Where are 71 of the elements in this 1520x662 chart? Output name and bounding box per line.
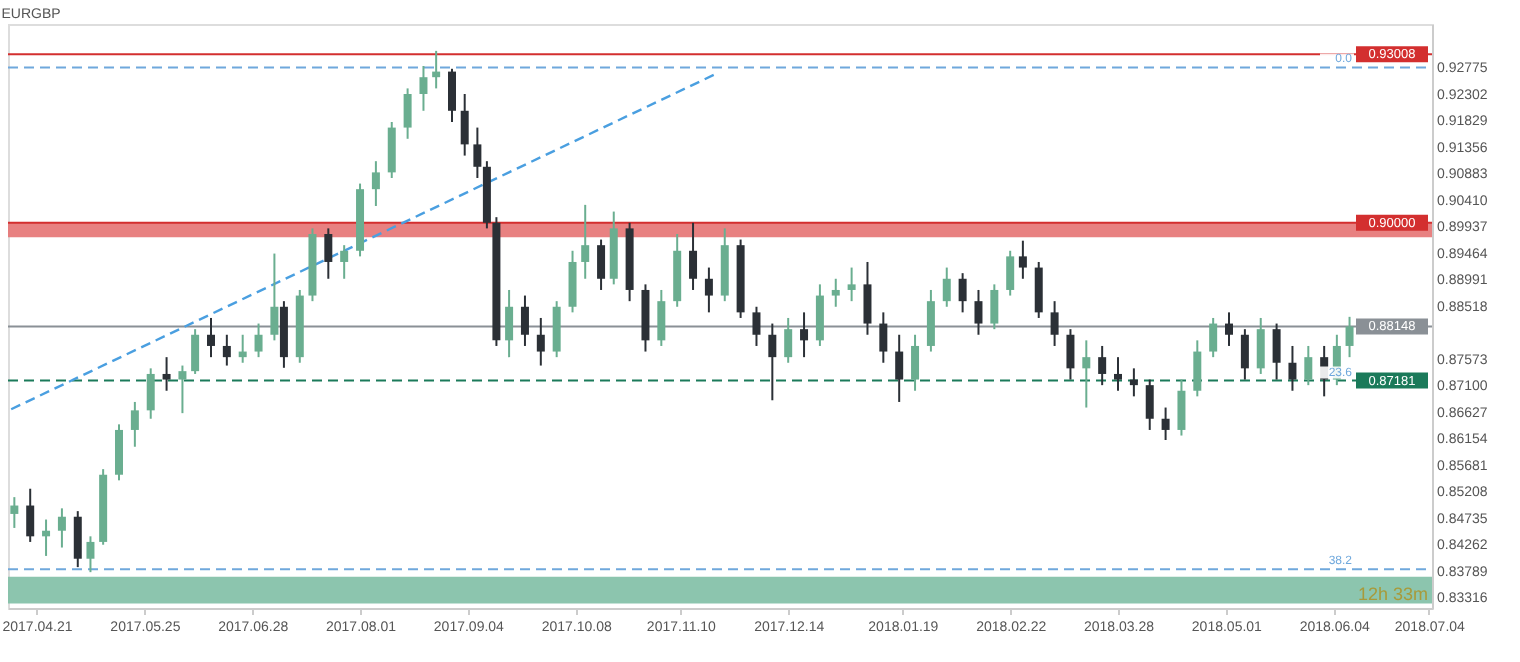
candlestick [460,92,469,157]
candlestick [178,364,187,415]
candlestick [73,510,82,569]
candlestick [1193,339,1202,398]
candlestick [597,238,606,291]
candlestick [657,288,666,347]
candlestick [1225,311,1234,347]
candlestick [1034,260,1043,319]
candlestick [86,535,95,574]
candlestick [448,67,457,123]
candlestick [403,87,412,140]
candlestick [473,126,482,179]
candlestick [1050,300,1059,347]
candlestick [1082,339,1091,409]
candlestick [1240,328,1249,381]
candlestick [958,272,967,314]
candlestick [536,316,545,367]
candlestick [505,288,514,359]
candlestick [1177,378,1186,437]
candlestick [1114,356,1123,392]
candlestick [419,64,428,112]
candlestick [191,328,200,375]
candlestick [270,252,279,342]
candlestick [387,120,396,179]
candlestick [324,227,333,280]
candlestick [911,333,920,392]
candlestick [568,249,577,314]
candlestick [1256,316,1265,375]
candlestick [130,400,139,448]
candlestick [115,423,123,482]
candlestick [206,316,215,359]
candlestick [1161,406,1170,442]
candlestick [57,507,66,549]
candlestick [990,283,999,331]
candlestick [974,288,983,336]
candlestick [926,288,935,353]
candlestick [581,203,590,280]
candlestick [704,266,713,314]
candlestick [1304,344,1313,387]
candlestick [146,367,155,420]
candlestick [800,311,809,359]
candlestick [1018,239,1027,280]
candlestick [1066,328,1075,381]
candlestick [1288,344,1297,392]
candlestick [863,260,872,336]
annotation: 12h 33m [1357,584,1428,604]
candlestick [752,305,761,347]
candlestick [879,311,888,364]
candlestick [371,160,380,207]
candlestick [1272,322,1281,381]
candlestick [784,316,793,364]
candlestick [689,221,698,291]
candlestick [222,333,231,367]
candlestick [1345,315,1354,359]
candlestick [768,322,777,402]
candlestick [10,496,19,529]
candlestick [1209,316,1218,359]
candlestick [1098,344,1107,387]
candlestick [831,277,840,308]
candlestick [552,300,561,359]
candlestick [520,294,529,347]
candlestick [1006,249,1015,297]
candlestick [895,333,904,403]
candlestick [162,356,171,392]
candlestick [26,487,35,543]
candlestick [254,322,263,359]
candlestick [1145,378,1154,431]
candlestick [942,266,951,308]
candlestick [340,244,349,280]
candlestick [815,283,824,347]
candlestick [847,266,856,303]
